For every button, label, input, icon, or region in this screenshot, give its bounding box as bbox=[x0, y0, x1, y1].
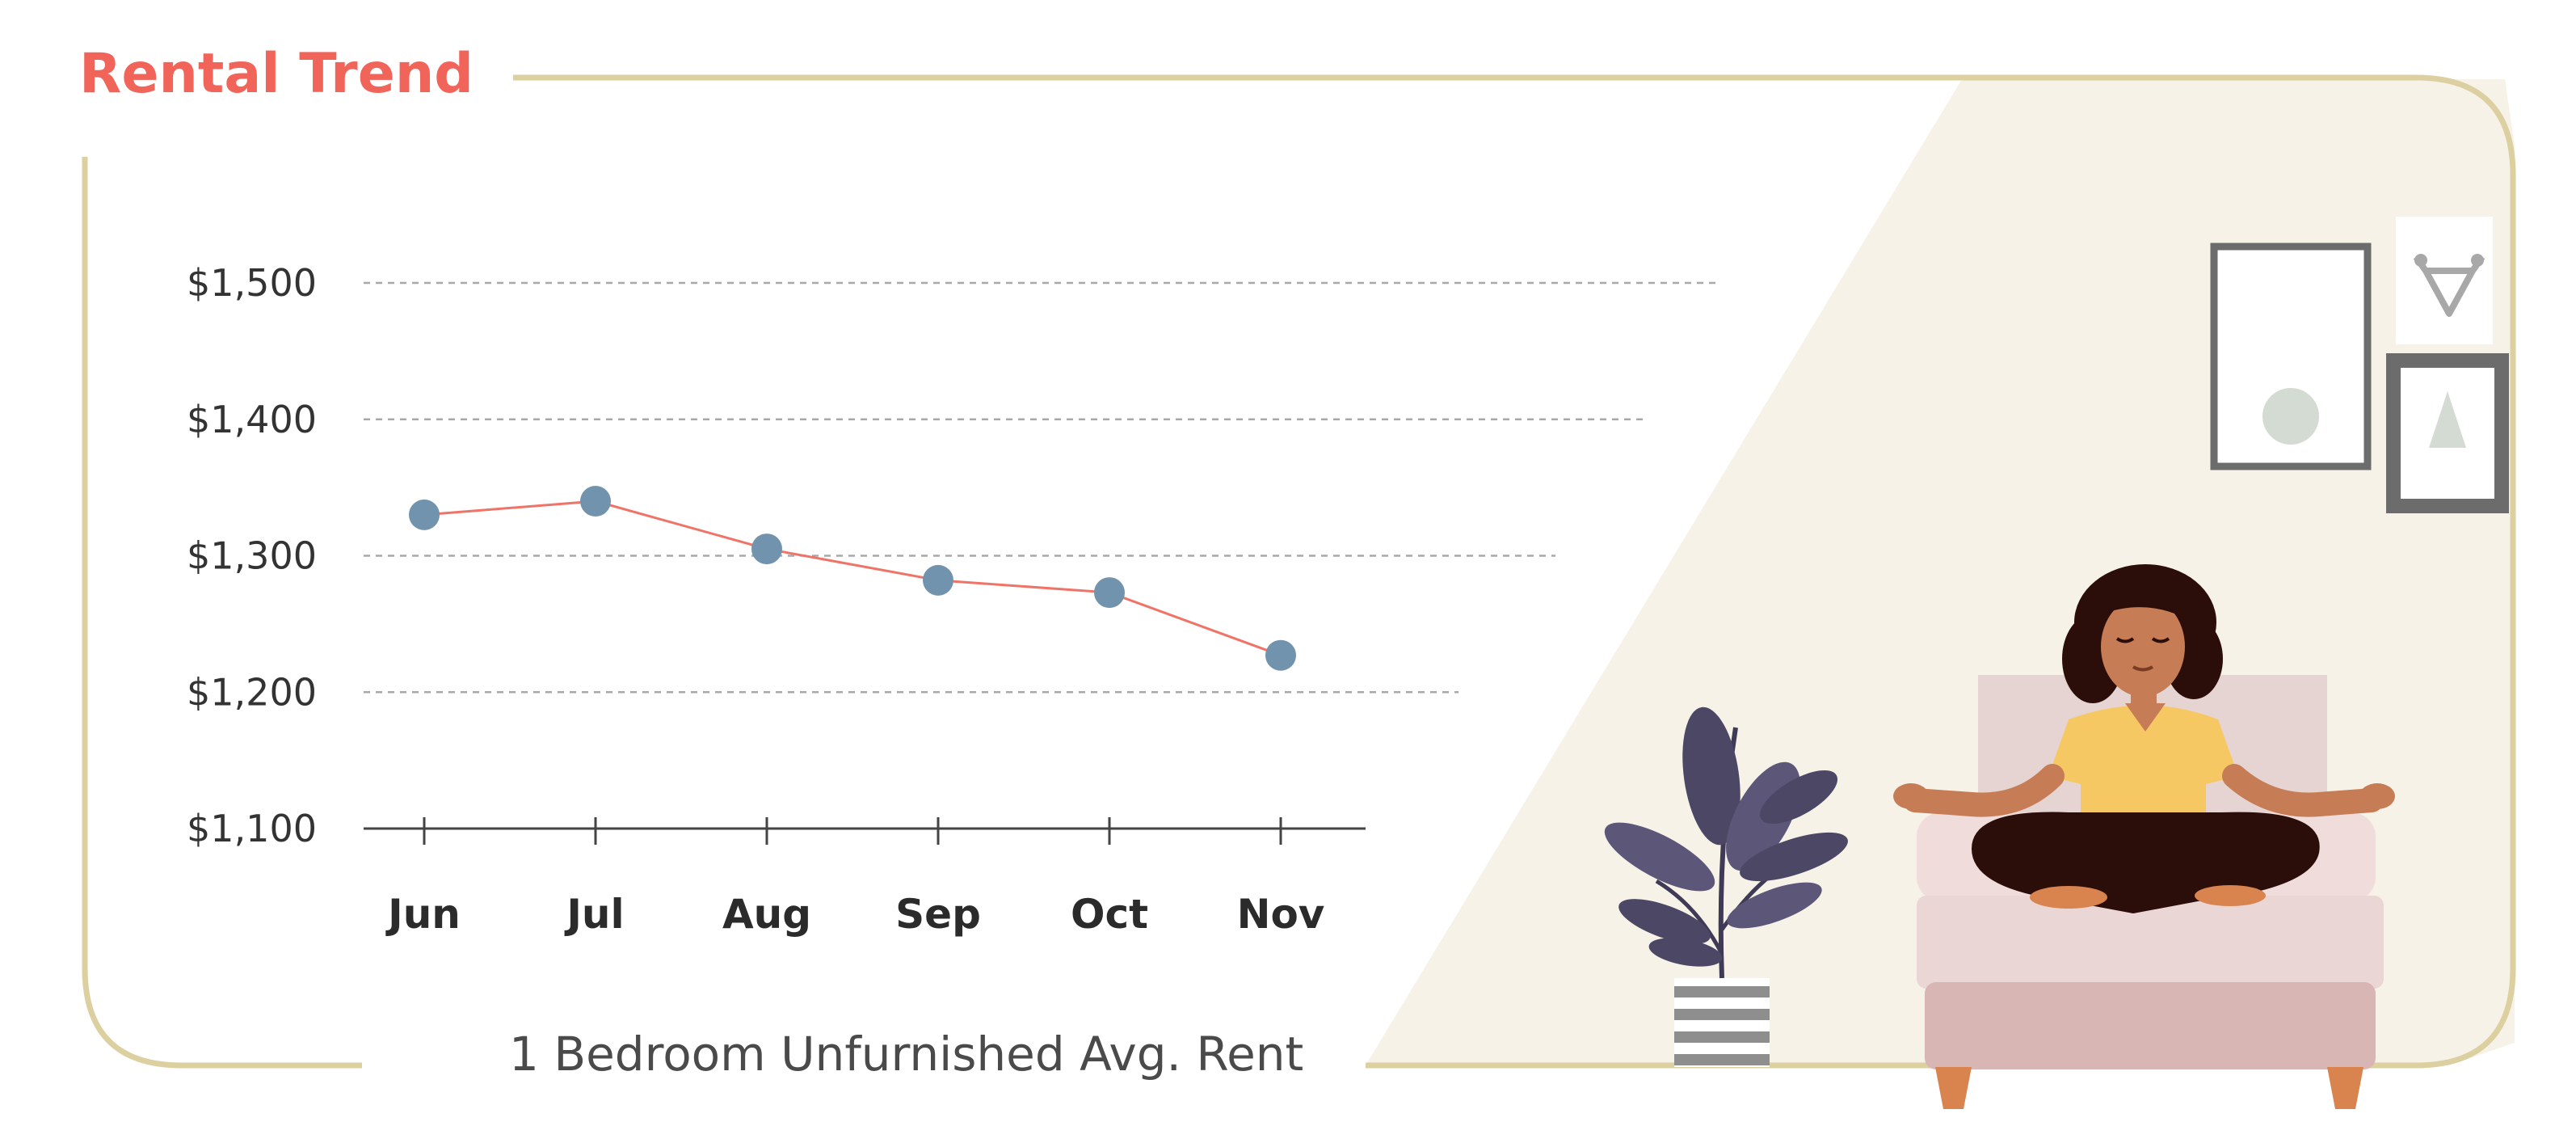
data-point bbox=[751, 534, 782, 565]
y-tick-label: $1,400 bbox=[187, 398, 317, 441]
x-tick-label: Aug bbox=[722, 891, 811, 938]
y-tick-label: $1,200 bbox=[187, 670, 317, 714]
frame-border bbox=[513, 74, 2516, 1069]
moon-frame-art bbox=[2210, 243, 2372, 470]
chart-title: Rental Trend bbox=[79, 42, 474, 106]
x-tick-label: Oct bbox=[1071, 891, 1148, 938]
x-tick-label: Nov bbox=[1237, 891, 1325, 938]
frame-border-left bbox=[82, 157, 362, 1069]
x-axis: Jun Jul Aug Sep Oct Nov bbox=[364, 817, 1366, 938]
plot-area bbox=[409, 486, 1296, 671]
x-tick-label: Jun bbox=[385, 891, 461, 938]
gridlines bbox=[364, 281, 1717, 694]
y-tick-label: $1,300 bbox=[187, 534, 317, 578]
y-axis: $1,100 $1,200 $1,300 $1,400 $1,500 bbox=[187, 261, 317, 850]
x-tick-label: Jul bbox=[564, 891, 624, 938]
series-line bbox=[423, 500, 1282, 657]
x-tick-label: Sep bbox=[895, 891, 981, 938]
potted-plant bbox=[1604, 706, 1848, 1067]
data-point bbox=[923, 564, 953, 596]
data-point bbox=[1094, 577, 1125, 609]
triangle-frame-art bbox=[2386, 353, 2509, 513]
y-tick-label: $1,100 bbox=[187, 807, 317, 850]
data-point bbox=[409, 499, 440, 530]
meditating-woman bbox=[1893, 564, 2395, 913]
data-point bbox=[580, 486, 611, 517]
chart-subtitle: 1 Bedroom Unfurnished Avg. Rent bbox=[509, 1027, 1304, 1082]
data-point bbox=[1265, 639, 1296, 671]
bull-art bbox=[2396, 217, 2493, 344]
y-tick-label: $1,500 bbox=[187, 261, 317, 305]
